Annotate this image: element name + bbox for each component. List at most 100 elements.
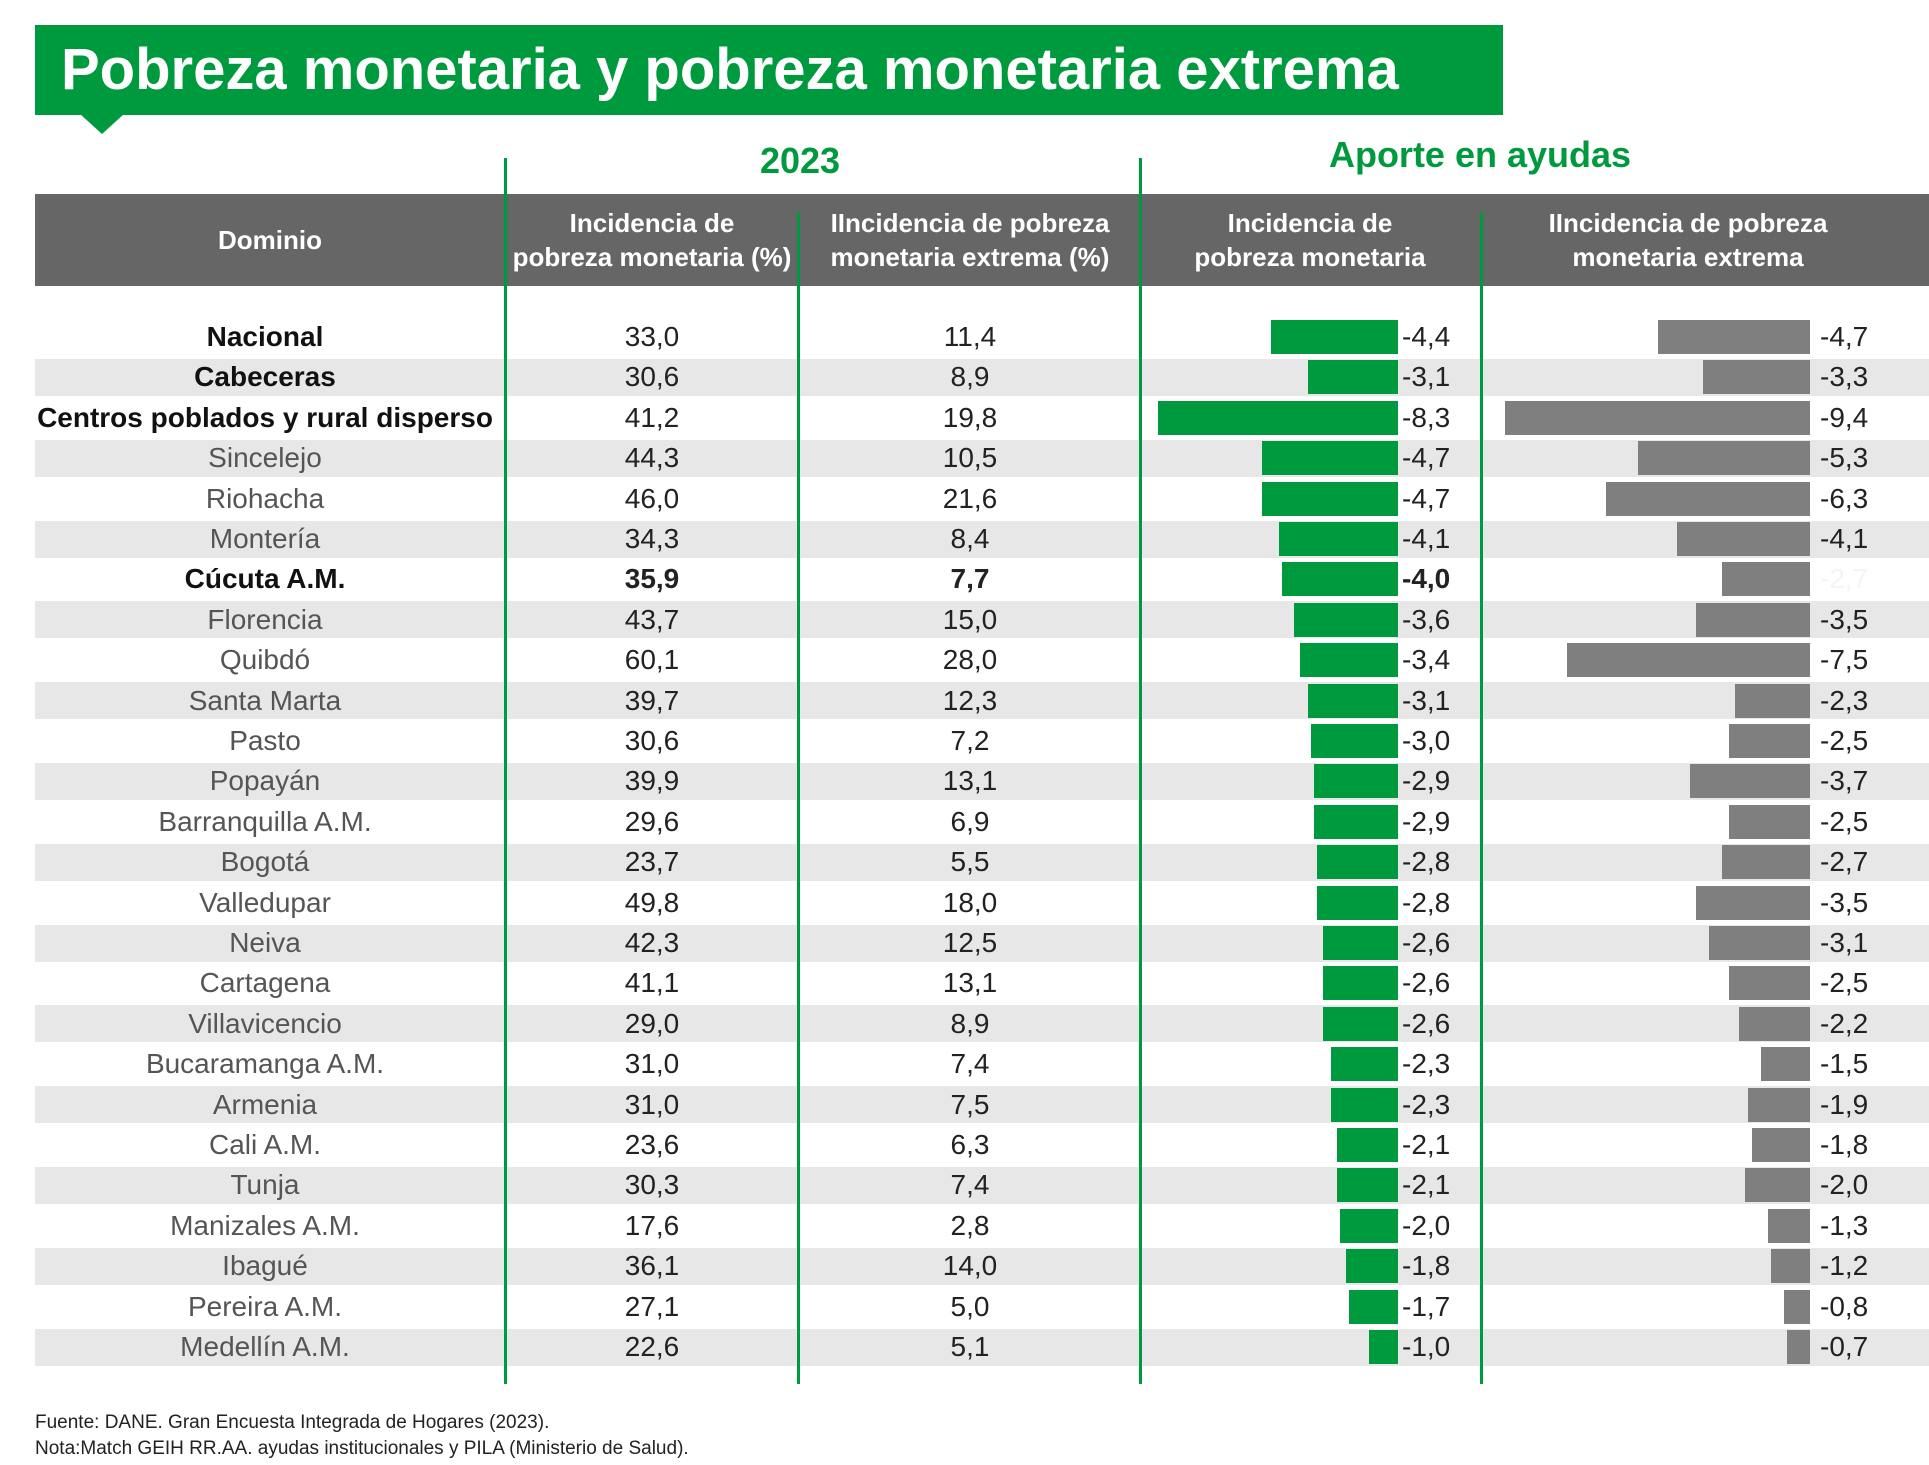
row-incidencia-pobreza-value: 39,7 bbox=[624, 684, 680, 716]
aporte-extrema-bar bbox=[1767, 1208, 1810, 1243]
aporte-pobreza-bar bbox=[1331, 1087, 1398, 1122]
row-incidencia-extrema-value: 5,1 bbox=[950, 1331, 990, 1362]
aporte-extrema-bar bbox=[1745, 1168, 1810, 1203]
row-dominio-label: Santa Marta bbox=[188, 684, 342, 716]
aporte-extrema-label: -1,2 bbox=[1820, 1250, 1869, 1282]
aporte-extrema-label: -3,5 bbox=[1820, 886, 1869, 918]
column-header-incidencia-pobreza: Incidencia de pobreza monetaria (%) bbox=[512, 208, 792, 272]
aporte-extrema-label: -4,1 bbox=[1820, 523, 1869, 554]
aporte-pobreza-bar bbox=[1293, 602, 1398, 637]
aporte-extrema-bar bbox=[1722, 562, 1810, 597]
row-incidencia-extrema-value: 10,5 bbox=[942, 442, 998, 474]
aporte-pobreza-label: -3,1 bbox=[1402, 684, 1451, 716]
aporte-pobreza-bar bbox=[1262, 481, 1398, 516]
aporte-extrema-bar bbox=[1689, 764, 1810, 799]
table-row-stripe bbox=[35, 1247, 1929, 1285]
footer-note: Nota:Match GEIH RR.AA. ayudas institucio… bbox=[35, 1438, 689, 1459]
row-incidencia-extrema-value: 14,0 bbox=[942, 1250, 998, 1282]
aporte-extrema-label: -5,3 bbox=[1820, 442, 1869, 474]
row-incidencia-extrema-value: 7,7 bbox=[950, 563, 990, 595]
column-header-incidencia-extrema: IIncidencia de pobreza monetaria extrema … bbox=[830, 208, 1110, 272]
aporte-pobreza-label: -2,9 bbox=[1402, 765, 1451, 797]
table-row-stripe bbox=[35, 762, 1929, 800]
aporte-extrema-label: -9,4 bbox=[1820, 401, 1869, 433]
aporte-extrema-bar bbox=[1728, 804, 1810, 839]
row-incidencia-extrema-value: 8,9 bbox=[950, 361, 990, 393]
footer-notes: Fuente: DANE. Gran Encuesta Integrada de… bbox=[35, 1410, 689, 1462]
aporte-extrema-bar bbox=[1696, 885, 1810, 920]
aporte-extrema-bar bbox=[1676, 522, 1810, 556]
aporte-pobreza-bar bbox=[1308, 360, 1398, 395]
row-incidencia-pobreza-value: 31,0 bbox=[624, 1088, 680, 1120]
row-incidencia-extrema-value: 12,3 bbox=[942, 684, 998, 716]
aporte-pobreza-label: -2,1 bbox=[1402, 1169, 1451, 1201]
table-row-stripe bbox=[35, 439, 1929, 477]
row-incidencia-pobreza-value: 46,0 bbox=[624, 482, 680, 514]
aporte-pobreza-label: -1,8 bbox=[1402, 1250, 1451, 1282]
table-row-stripe bbox=[35, 520, 1929, 558]
row-dominio-label: Centros poblados y rural disperso bbox=[37, 401, 493, 433]
aporte-pobreza-label: -4,0 bbox=[1402, 563, 1451, 595]
row-incidencia-extrema-value: 7,4 bbox=[950, 1048, 990, 1080]
row-incidencia-extrema-value: 15,0 bbox=[942, 603, 998, 635]
aporte-extrema-bar bbox=[1735, 683, 1810, 718]
row-dominio-label: Bucaramanga A.M. bbox=[145, 1048, 385, 1080]
row-dominio-label: Cartagena bbox=[199, 967, 331, 999]
row-incidencia-pobreza-value: 41,2 bbox=[624, 401, 680, 433]
row-dominio-label: Popayán bbox=[209, 765, 321, 797]
aporte-pobreza-bar bbox=[1270, 320, 1398, 354]
aporte-pobreza-label: -2,8 bbox=[1402, 886, 1451, 918]
row-incidencia-pobreza-value: 39,9 bbox=[624, 765, 680, 797]
aporte-extrema-label: -3,1 bbox=[1820, 927, 1869, 958]
aporte-pobreza-label: -4,7 bbox=[1402, 442, 1451, 474]
aporte-extrema-bar bbox=[1784, 1289, 1810, 1324]
row-incidencia-extrema-value: 5,5 bbox=[950, 846, 990, 878]
row-incidencia-pobreza-value: 27,1 bbox=[624, 1290, 680, 1322]
row-incidencia-extrema-value: 2,8 bbox=[950, 1209, 990, 1241]
row-dominio-label: Valledupar bbox=[199, 886, 331, 918]
aporte-pobreza-label: -2,1 bbox=[1402, 1129, 1451, 1160]
aporte-extrema-label: -2,2 bbox=[1820, 1007, 1869, 1039]
aporte-extrema-bar bbox=[1761, 1047, 1810, 1082]
aporte-extrema-label: -1,3 bbox=[1820, 1209, 1869, 1241]
row-incidencia-pobreza-value: 36,1 bbox=[624, 1250, 680, 1282]
aporte-extrema-bar bbox=[1566, 643, 1810, 678]
row-incidencia-extrema-value: 21,6 bbox=[942, 482, 998, 514]
row-dominio-label: Sincelejo bbox=[208, 442, 322, 474]
title-banner-notch bbox=[80, 114, 124, 134]
aporte-extrema-bar bbox=[1728, 724, 1810, 758]
table-row-stripe bbox=[35, 358, 1929, 396]
row-dominio-label: Cabeceras bbox=[194, 361, 336, 393]
table-row-stripe bbox=[35, 1328, 1929, 1366]
aporte-extrema-label: -3,3 bbox=[1820, 361, 1869, 393]
row-incidencia-pobreza-value: 43,7 bbox=[624, 603, 680, 635]
row-incidencia-extrema-value: 13,1 bbox=[942, 967, 998, 999]
aporte-pobreza-bar bbox=[1279, 522, 1398, 556]
aporte-pobreza-bar bbox=[1345, 1249, 1398, 1284]
aporte-extrema-label: -1,9 bbox=[1820, 1088, 1869, 1120]
row-dominio-label: Barranquilla A.M. bbox=[158, 805, 372, 837]
table-row-stripe bbox=[35, 843, 1929, 881]
aporte-pobreza-label: -2,3 bbox=[1402, 1088, 1451, 1120]
table-row-stripe bbox=[35, 924, 1929, 962]
divider-line-year bbox=[504, 158, 507, 1384]
row-incidencia-extrema-value: 5,0 bbox=[950, 1290, 990, 1322]
aporte-pobreza-bar bbox=[1340, 1208, 1398, 1243]
aporte-pobreza-bar bbox=[1322, 926, 1398, 960]
row-incidencia-pobreza-value: 17,6 bbox=[624, 1209, 680, 1241]
row-dominio-label: Manizales A.M. bbox=[170, 1209, 360, 1241]
aporte-extrema-label: -6,3 bbox=[1820, 482, 1869, 514]
row-dominio-label: Riohacha bbox=[205, 482, 325, 514]
aporte-extrema-label: -2,7 bbox=[1820, 563, 1869, 595]
aporte-pobreza-bar bbox=[1311, 724, 1398, 758]
aporte-extrema-bar bbox=[1728, 966, 1810, 1001]
column-header-aporte-extrema: IIncidencia de pobreza monetaria extrema bbox=[1548, 208, 1828, 272]
aporte-extrema-label: -7,5 bbox=[1820, 644, 1869, 676]
aporte-extrema-label: -3,7 bbox=[1820, 765, 1869, 797]
footer-source: Fuente: DANE. Gran Encuesta Integrada de… bbox=[35, 1412, 550, 1433]
row-incidencia-pobreza-value: 31,0 bbox=[624, 1048, 680, 1080]
aporte-extrema-label: -4,7 bbox=[1820, 321, 1869, 352]
aporte-extrema-bar bbox=[1709, 926, 1810, 960]
aporte-pobreza-bar bbox=[1369, 1330, 1398, 1364]
